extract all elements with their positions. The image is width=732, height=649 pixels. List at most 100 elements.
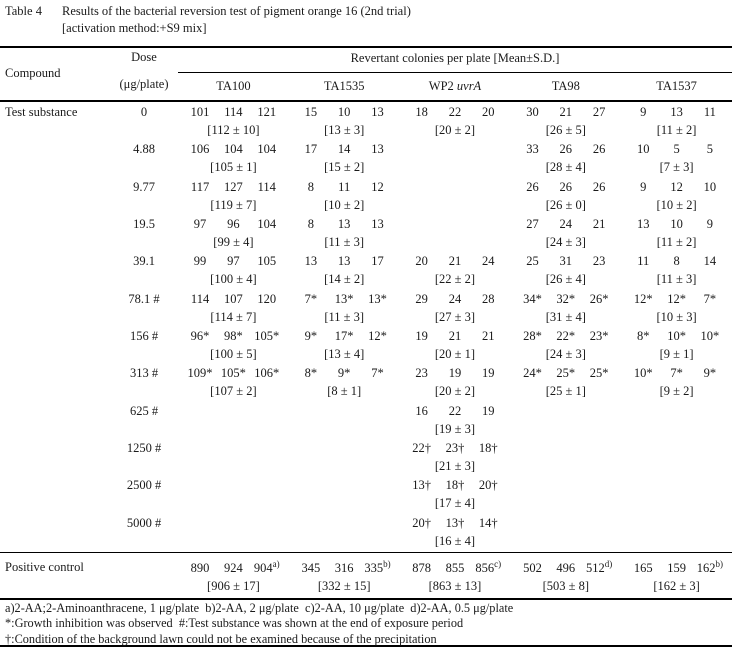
plate-count: 9*: [703, 366, 717, 381]
strain-cell: [178, 403, 289, 437]
plate-counts: 10 5 5: [627, 141, 727, 158]
plate-count: 21: [559, 105, 573, 119]
mean-sd: [20 ± 2]: [434, 384, 476, 399]
plate-count: 23†: [445, 440, 465, 455]
plate-counts: 27 24 21: [516, 216, 616, 233]
plate-count: 14: [337, 142, 351, 157]
plate-count: 25*: [589, 366, 609, 381]
plate-counts: 99 97 105: [183, 253, 283, 270]
dose-cell: 19.5: [133, 216, 155, 231]
plate-count: 19: [448, 366, 462, 381]
plate-count: 104: [224, 142, 243, 157]
plate-count: 890: [190, 561, 210, 575]
strain-cell: [510, 440, 621, 474]
plate-count: 8*: [304, 366, 318, 381]
strain-cell: 16 22 19 [19 ± 3]: [400, 403, 511, 437]
strain-cell: 878 855 856c) [863 ± 13]: [400, 559, 511, 596]
mean-sd: [107 ± 2]: [210, 384, 257, 399]
mean-sd: [7 ± 3]: [659, 160, 694, 175]
footnote-dagger: †:Condition of the background lawn could…: [5, 631, 437, 646]
plate-count: 97: [227, 254, 240, 269]
plate-count: 9: [706, 216, 714, 231]
plate-count: 11: [338, 179, 351, 194]
dose-cell: 39.1: [133, 254, 155, 269]
table-bottom-rule: [0, 645, 732, 647]
plate-count: 904a): [253, 558, 280, 575]
plate-count: 13: [670, 105, 683, 119]
strain-cell: 25 31 23 [26 ± 4]: [510, 253, 621, 287]
mean-sd: [114 ± 7]: [210, 309, 257, 324]
strain-cell: [621, 515, 732, 549]
plate-count: 12: [670, 179, 683, 194]
plate-count: 105: [257, 254, 277, 269]
mean-sd: [24 ± 3]: [545, 234, 586, 249]
mean-sd: [20 ± 1]: [434, 346, 476, 361]
plate-count: 13: [371, 105, 384, 119]
plate-counts: 109* 105* 106*: [183, 365, 283, 382]
strain-cell: 114 107 120 [114 ± 7]: [178, 291, 289, 325]
plate-count: 9: [640, 179, 647, 194]
plate-count: 96*: [190, 328, 210, 343]
plate-count: 21: [592, 216, 606, 231]
plate-count: 23: [592, 254, 606, 269]
plate-counts: 13† 18† 20†: [405, 477, 505, 494]
plate-counts: 20† 13† 14†: [405, 515, 505, 532]
plate-counts: 165 159 162b): [627, 559, 727, 577]
mean-sd: [10 ± 3]: [656, 309, 697, 324]
footnote-positive-controls: a)2-AA;2-Aminoanthracene, 1 μg/plate b)2…: [5, 601, 514, 615]
plate-counts: 20 21 24: [405, 253, 505, 270]
mean-sd: [25 ± 1]: [545, 384, 586, 399]
mean-sd: [11 ± 2]: [656, 123, 697, 137]
plate-count: 18: [415, 105, 428, 119]
plate-count: 13: [371, 216, 384, 231]
plate-count: 496: [556, 561, 576, 575]
dose-cell: 313 #: [129, 366, 159, 381]
strain-cell: [289, 515, 400, 549]
plate-count: 10: [670, 216, 683, 231]
table-row: 2500 # 13† 18† 20† [17 ± 4]: [0, 474, 732, 511]
plate-count: 15: [304, 105, 318, 119]
strain-cell: [621, 440, 732, 474]
plate-counts: 9 12 10: [627, 179, 727, 196]
compound-cell: Test substance: [5, 105, 78, 119]
strain-cell: [178, 477, 289, 511]
plate-count: 7*: [371, 366, 384, 381]
plate-count: 13: [371, 142, 384, 157]
plate-count: 856c): [475, 558, 502, 575]
strain-header-4: TA98: [551, 79, 580, 93]
plate-count: 23*: [589, 328, 609, 343]
strain-cell: 96* 98* 105* [100 ± 5]: [178, 328, 289, 362]
plate-count: 101: [190, 105, 210, 119]
plate-counts: 8 11 12: [294, 179, 394, 196]
plate-count: 12: [371, 179, 384, 194]
plate-count: 10: [337, 105, 351, 119]
mean-sd: [26 ± 4]: [545, 272, 586, 287]
mean-sd: [20 ± 2]: [434, 123, 476, 137]
strain-cell: 13† 18† 20† [17 ± 4]: [400, 477, 511, 511]
plate-count: 105*: [254, 328, 280, 343]
table-row: 78.1 #114 107 120 [114 ± 7] 7* 13* 13* [11 ± 3]…: [0, 288, 732, 325]
plate-count: 20: [415, 254, 428, 269]
plate-count: 29: [415, 291, 428, 306]
plate-count: 9*: [337, 366, 351, 381]
plate-count: 127: [224, 179, 243, 194]
compound-cell: [0, 179, 110, 213]
strain-cell: 9* 17* 12* [13 ± 4]: [289, 328, 400, 362]
plate-counts: 345 316 335b): [294, 559, 394, 577]
strain-cell: 8* 9* 7* [8 ± 1]: [289, 365, 400, 399]
plate-counts: 24* 25* 25*: [516, 365, 616, 382]
table-top-rule: [0, 46, 732, 48]
dose-cell: 5000 #: [126, 515, 162, 530]
strain-cell: 10* 7* 9* [9 ± 2]: [621, 365, 732, 399]
strain-cell: 12* 12* 7* [10 ± 3]: [621, 291, 732, 325]
compound-cell: [0, 291, 110, 325]
strain-cell: 23 19 19 [20 ± 2]: [400, 365, 511, 399]
strain-cell: 99 97 105 [100 ± 4]: [178, 253, 289, 287]
strain-cell: 20† 13† 14† [16 ± 4]: [400, 515, 511, 549]
plate-count: 96: [227, 216, 240, 231]
table-subtitle: [activation method:+S9 mix]: [62, 21, 207, 35]
plate-counts: 8* 9* 7*: [294, 365, 394, 382]
strain-cell: 34* 32* 26* [31 ± 4]: [510, 291, 621, 325]
mean-sd: [28 ± 4]: [545, 160, 586, 175]
strain-cell: [178, 440, 289, 474]
